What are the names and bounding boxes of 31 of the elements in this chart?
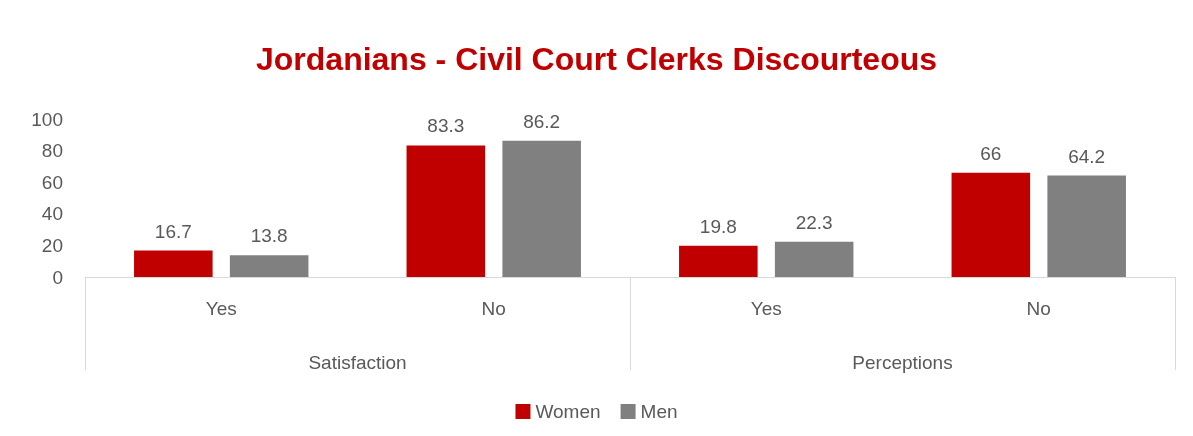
y-tick-label: 80	[41, 140, 63, 162]
x-tick-label: Yes	[750, 298, 782, 319]
bar	[679, 245, 758, 277]
bar	[951, 172, 1031, 277]
data-label: 86.2	[523, 110, 561, 132]
chart-title: Jordanians - Civil Court Clerks Discourteous	[255, 41, 938, 77]
data-label: 19.8	[699, 215, 737, 237]
bar	[502, 140, 581, 277]
bar	[1047, 175, 1126, 277]
bar	[774, 241, 854, 277]
x-tick-label: No	[1026, 298, 1051, 319]
x-tick-label: Yes	[205, 298, 237, 319]
y-tick-label: 20	[41, 234, 63, 256]
data-label: 13.8	[250, 225, 288, 247]
bar	[406, 145, 486, 277]
data-label: 66	[980, 142, 1002, 164]
data-label: 64.2	[1068, 145, 1106, 167]
text: Satisfaction	[308, 352, 407, 373]
x-tick-label: No	[481, 298, 506, 319]
y-tick-label: 60	[41, 171, 63, 193]
legend-label: Men	[640, 401, 678, 422]
legend-label: Women	[535, 401, 601, 422]
y-tick-label: 100	[31, 108, 63, 130]
y-tick-label: 40	[41, 203, 63, 225]
data-label: 16.7	[154, 220, 192, 242]
text: Perceptions	[852, 352, 953, 373]
bar	[229, 255, 309, 277]
y-tick-label: 0	[52, 266, 63, 288]
data-label: 22.3	[795, 211, 833, 233]
bar	[134, 250, 213, 277]
data-label: 83.3	[427, 115, 465, 137]
